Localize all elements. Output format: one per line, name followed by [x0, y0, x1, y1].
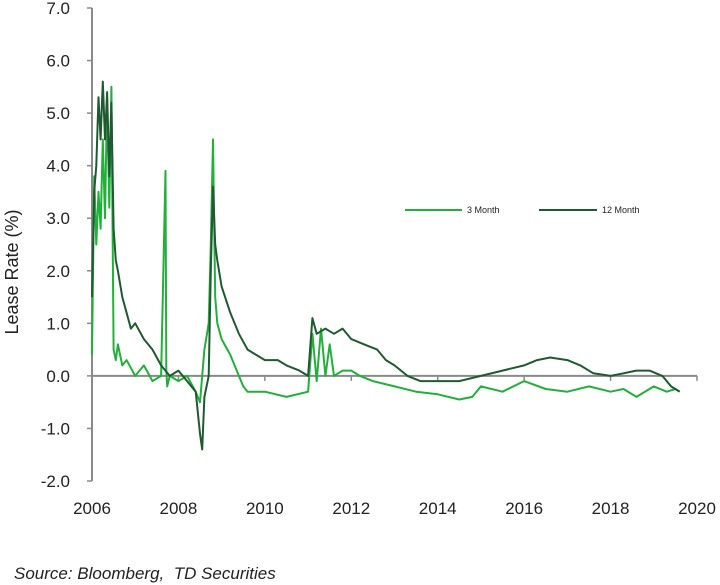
y-tick-label: 5.0	[46, 104, 70, 123]
x-tick-label: 2018	[592, 499, 630, 518]
series-line-3-month	[91, 85, 681, 404]
y-tick-label: 7.0	[46, 0, 70, 18]
x-tick-label: 2008	[160, 499, 198, 518]
x-tick-label: 2010	[246, 499, 284, 518]
series-layer	[91, 80, 681, 451]
y-tick-label: 6.0	[46, 52, 70, 71]
y-tick-label: 4.0	[46, 157, 70, 176]
source-note: Source: Bloomberg, TD Securities	[14, 564, 276, 583]
y-tick-label: 2.0	[46, 262, 70, 281]
y-tick-label: 3.0	[46, 209, 70, 228]
legend-label-3-month: 3 Month	[467, 205, 500, 215]
legend: 3 Month 12 Month	[405, 205, 640, 215]
x-tick-label: 2012	[332, 499, 370, 518]
x-tick-label: 2006	[73, 499, 111, 518]
y-tick-label: -1.0	[41, 419, 70, 438]
y-tick-label: 0.0	[46, 367, 70, 386]
series-line-12-month	[91, 80, 681, 451]
y-tick-label: -2.0	[41, 472, 70, 491]
x-tick-label: 2020	[678, 499, 716, 518]
y-axis-label: Lease Rate (%)	[2, 209, 22, 334]
legend-label-12-month: 12 Month	[602, 205, 640, 215]
x-tick-label: 2014	[419, 499, 457, 518]
y-tick-label: 1.0	[46, 314, 70, 333]
x-tick-label: 2016	[505, 499, 543, 518]
